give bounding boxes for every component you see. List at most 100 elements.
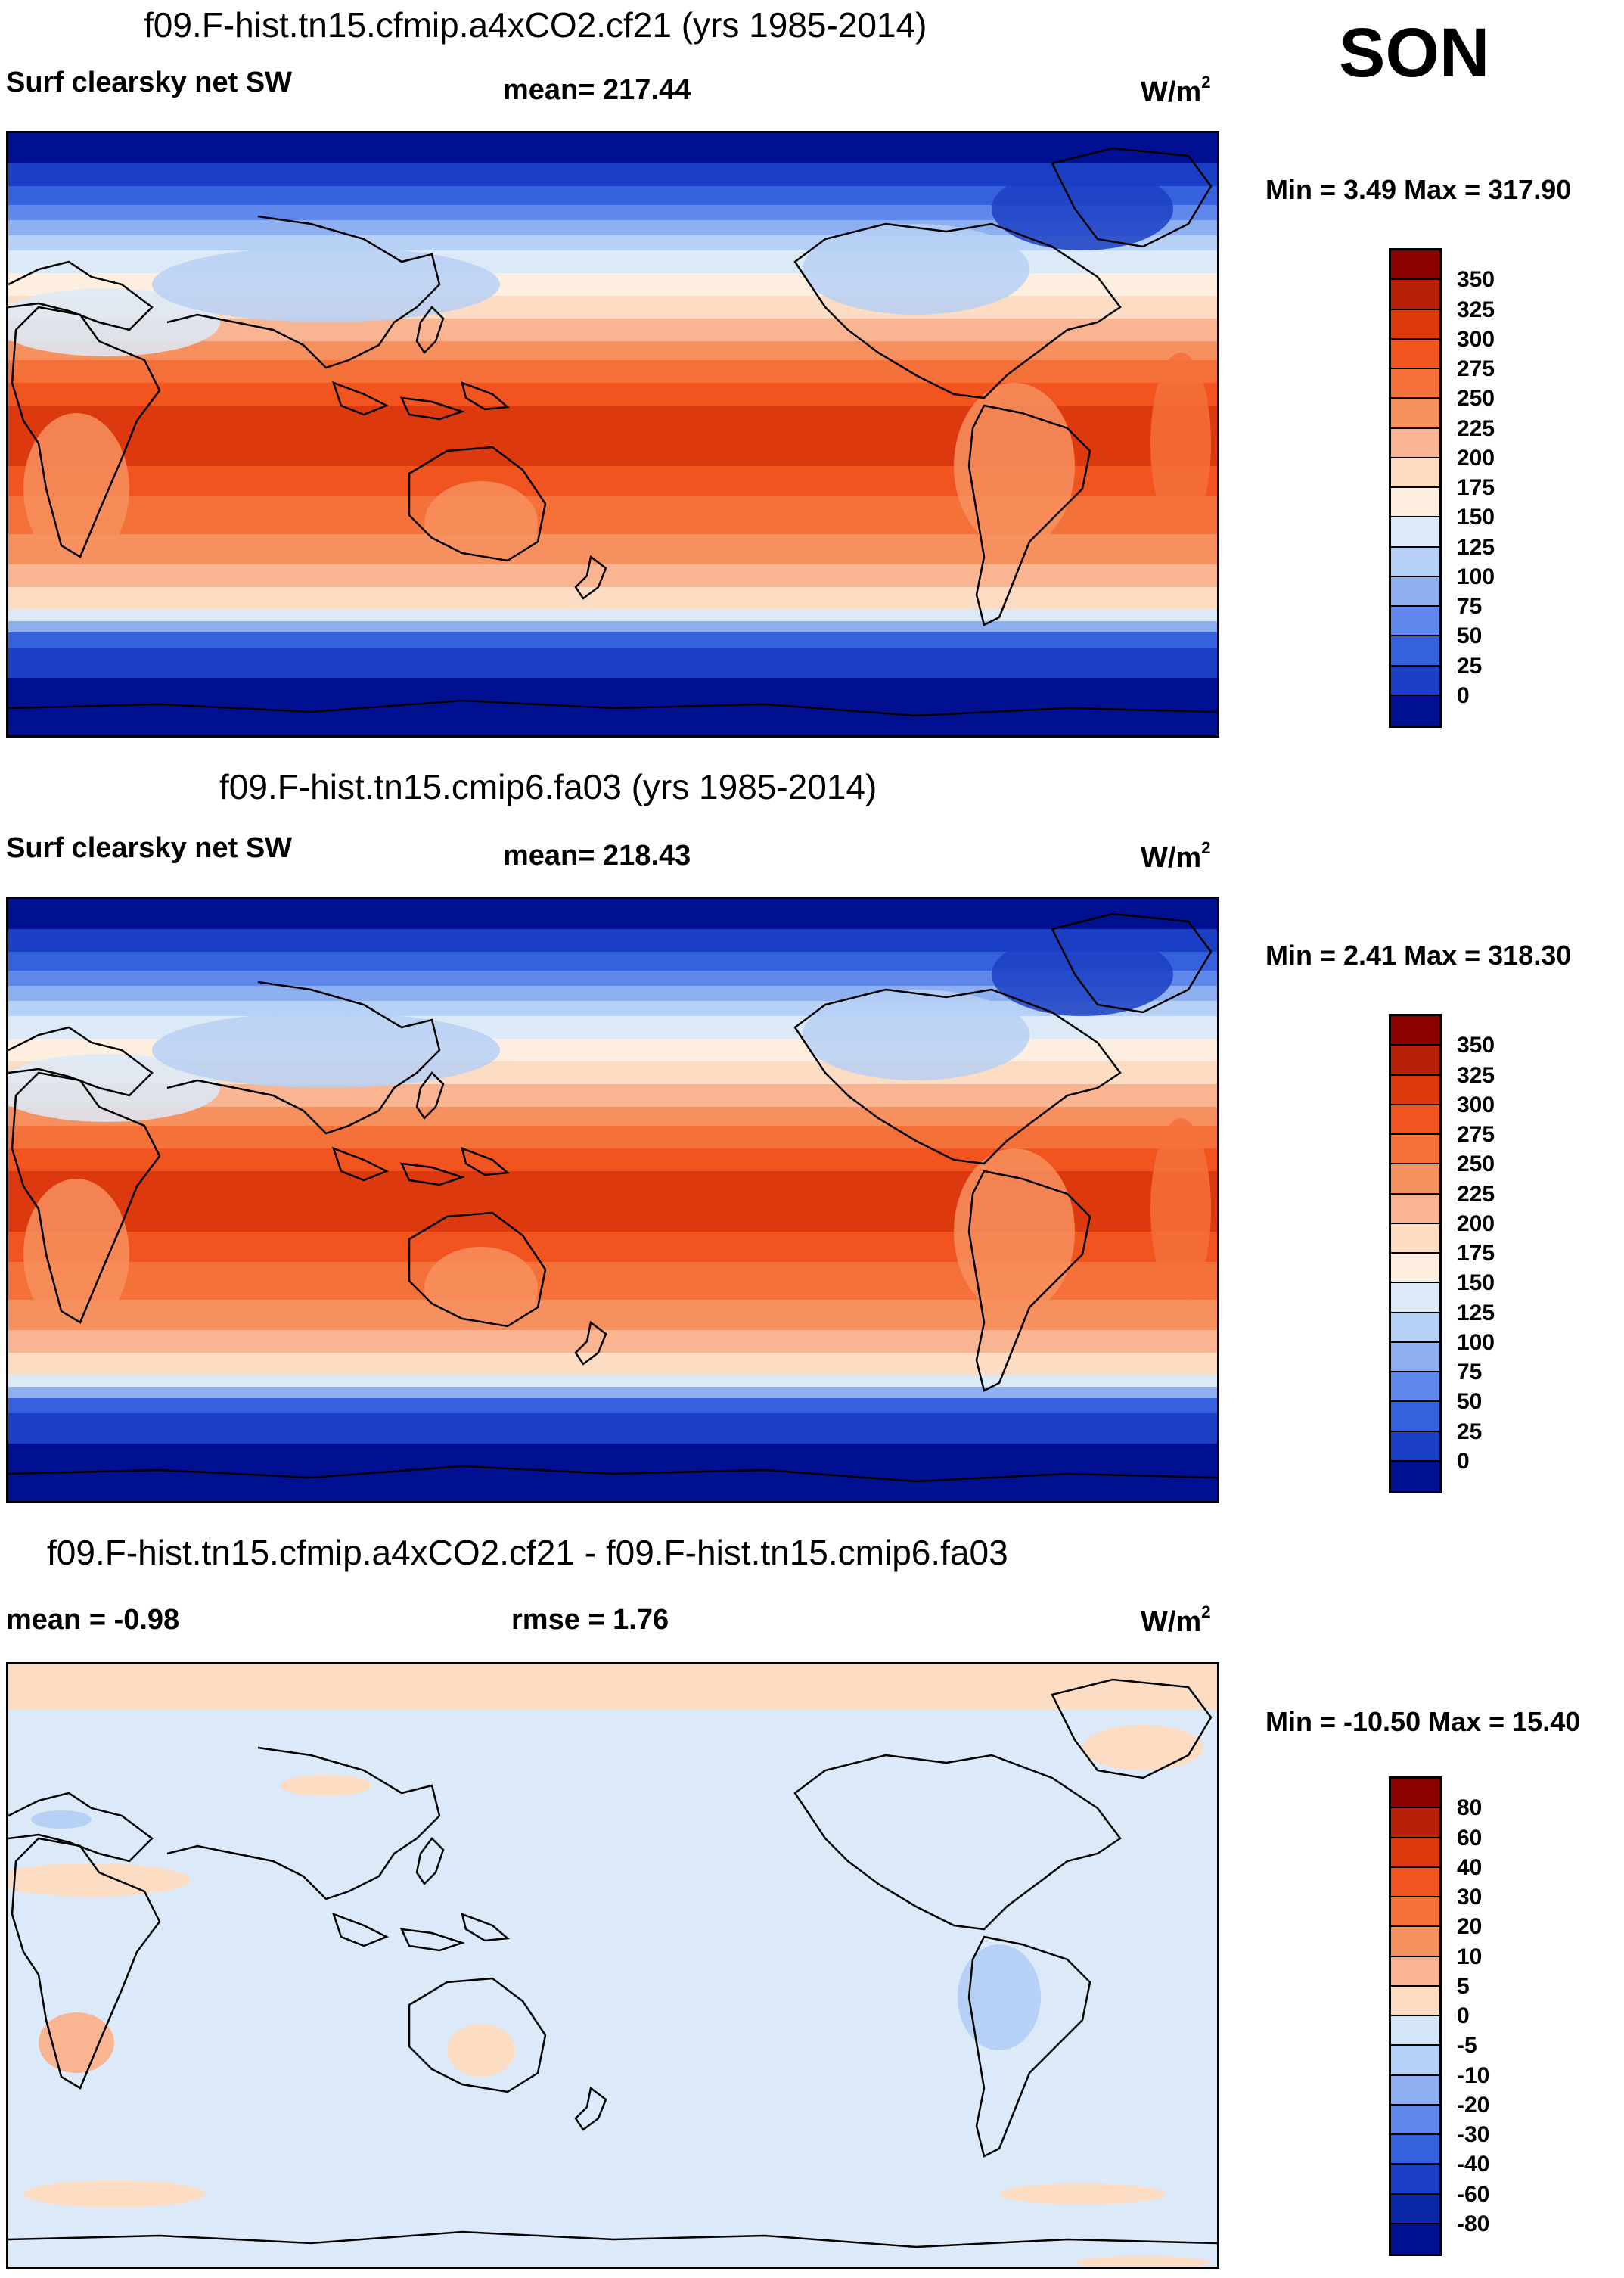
panel3-colorbar-label: -30 <box>1457 2122 1490 2147</box>
panel1-colorbar-box <box>1391 695 1439 726</box>
panel2-zonal-bands <box>8 899 1217 1501</box>
panel3-coastline <box>11 1837 161 2090</box>
panel1-colorbar-box <box>1391 636 1439 667</box>
panel2-land-shading <box>954 1148 1075 1315</box>
panel1-mean-label: mean= 217.44 <box>503 74 691 106</box>
panel2-latitude-band <box>8 971 1217 986</box>
panel1-colorbar <box>1389 248 1442 728</box>
panel1-land-shading <box>954 383 1075 549</box>
panel1-colorbar-label: 225 <box>1457 415 1495 441</box>
panel3-colorbar <box>1389 1776 1442 2256</box>
panel1-colorbar-label: 275 <box>1457 356 1495 381</box>
panel2-latitude-band <box>8 1126 1217 1148</box>
panel1-colorbar-box <box>1391 547 1439 577</box>
panel3-colorbar-label: 10 <box>1457 1944 1483 1969</box>
panel1-colorbar-box <box>1391 488 1439 518</box>
panel1-colorbar-box <box>1391 399 1439 429</box>
panel1-colorbar-box <box>1391 339 1439 369</box>
panel2-colorbar-box <box>1391 1461 1439 1491</box>
panel1-coastline <box>1051 147 1213 248</box>
panel2-colorbar-label: 50 <box>1457 1389 1483 1415</box>
panel1-colorbar-box <box>1391 309 1439 340</box>
panel2-colorbar-box <box>1391 1313 1439 1343</box>
panel2-colorbar-box <box>1391 1105 1439 1135</box>
panel3-colorbar-label: -5 <box>1457 2033 1477 2059</box>
panel2-colorbar-label: 25 <box>1457 1419 1483 1444</box>
panel2-colorbar-label: 275 <box>1457 1122 1495 1147</box>
panel2-colorbar-label: 300 <box>1457 1092 1495 1117</box>
panel2-land-shading <box>992 933 1173 1016</box>
panel1-coastline <box>331 381 390 416</box>
panel1-units-base: W/m <box>1141 76 1202 108</box>
panel3-coastline <box>8 2230 1217 2248</box>
panel1-land-shading <box>1150 353 1211 534</box>
panel3-coastline <box>166 1746 441 1900</box>
panel2-units: W/m2 <box>1141 838 1210 875</box>
panel2-colorbar-box <box>1391 1402 1439 1432</box>
panel3-minmax: Min = -10.50 Max = 15.40 <box>1265 1706 1581 1737</box>
panel3-coastline <box>399 1928 465 1952</box>
panel1-coastlines <box>8 147 1217 717</box>
panel2-latitude-band <box>8 1375 1217 1387</box>
panel2-colorbar-box <box>1391 1164 1439 1195</box>
panel3-colorbar-label: 80 <box>1457 1795 1483 1821</box>
panel2-map <box>6 897 1219 1503</box>
panel2-coastline <box>967 1170 1091 1392</box>
panel1-coastline <box>8 699 1217 717</box>
panel1-coastline <box>166 215 441 369</box>
panel2-colorbar-label: 150 <box>1457 1270 1495 1296</box>
panel3-colorbar-label: 20 <box>1457 1914 1483 1940</box>
panel2-latitude-band <box>8 1398 1217 1413</box>
panel2-coastline <box>399 1162 465 1186</box>
panel2-colorbar-label: 175 <box>1457 1241 1495 1266</box>
panel3-map <box>6 1662 1219 2269</box>
panel3-colorbar-box <box>1391 2194 1439 2224</box>
panel3-title: f09.F-hist.tn15.cfmip.a4xCO2.cf21 - f09.… <box>47 1533 1008 1572</box>
panel1-land-shading <box>992 167 1173 250</box>
panel1-colorbar-box <box>1391 369 1439 399</box>
panel2-latitude-band <box>8 1387 1217 1398</box>
panel1-colorbar-label: 250 <box>1457 386 1495 412</box>
panel3-colorbar-box <box>1391 2224 1439 2254</box>
panel2-coastline <box>415 1071 445 1120</box>
panel2-colorbar-label: 75 <box>1457 1360 1483 1385</box>
panel3-coastline <box>967 1935 1091 2158</box>
panel2-latitude-band <box>8 899 1217 929</box>
panel3-southern-patch-2 <box>999 2183 1166 2205</box>
panel2-latitude-band <box>8 1413 1217 1444</box>
panel1-latitude-band <box>8 587 1217 610</box>
panel3-colorbar-label: -60 <box>1457 2181 1490 2207</box>
panel3-colorbar-box <box>1391 1779 1439 1809</box>
panel3-australia-patch <box>447 2024 515 2077</box>
panel3-coastline <box>461 1912 511 1942</box>
panel3-colorbar-box <box>1391 1867 1439 1897</box>
panel2-colorbar <box>1389 1014 1442 1493</box>
panel1-latitude-band <box>8 133 1217 163</box>
panel1-colorbar-label: 350 <box>1457 267 1495 293</box>
panel2-colorbar-label: 0 <box>1457 1448 1470 1474</box>
panel1-colorbar-label: 25 <box>1457 653 1483 679</box>
panel1-colorbar-label: 100 <box>1457 564 1495 589</box>
panel3-colorbar-box <box>1391 1927 1439 1957</box>
panel1-land-shading <box>8 288 220 356</box>
panel1-latitude-band <box>8 205 1217 220</box>
panel3-rmse-label: rmse = 1.76 <box>511 1604 669 1636</box>
panel3-antarctic-field <box>8 2221 1217 2267</box>
panel1-coastline <box>793 222 1122 399</box>
panel3-colorbar-label: 30 <box>1457 1885 1483 1910</box>
panel1-coastline <box>574 555 607 600</box>
panel2-land-shading <box>8 1054 220 1122</box>
panel1-latitude-band <box>8 610 1217 621</box>
panel3-units-exp: 2 <box>1201 1602 1211 1621</box>
panel2-colorbar-box <box>1391 1283 1439 1313</box>
panel2-latitude-band <box>8 1330 1217 1353</box>
panel1-colorbar-box <box>1391 280 1439 310</box>
panel1-latitude-band <box>8 648 1217 678</box>
panel1-colorbar-label: 175 <box>1457 475 1495 500</box>
panel3-coastline <box>1051 1678 1213 1779</box>
panel3-colorbar-label: -20 <box>1457 2092 1490 2118</box>
panel2-colorbar-box <box>1391 1431 1439 1462</box>
panel1-map <box>6 131 1219 738</box>
panel2-coastlines <box>8 912 1217 1483</box>
panel2-land-shading <box>152 1012 500 1088</box>
